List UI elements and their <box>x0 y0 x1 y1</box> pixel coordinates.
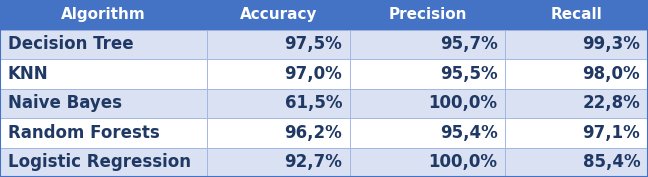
Text: Precision: Precision <box>388 7 467 22</box>
Text: 98,0%: 98,0% <box>583 65 640 83</box>
Bar <box>207 0 350 30</box>
Bar <box>0 118 207 147</box>
Text: 22,8%: 22,8% <box>583 94 640 112</box>
Text: 95,5%: 95,5% <box>440 65 498 83</box>
Text: 61,5%: 61,5% <box>284 94 342 112</box>
Text: 97,0%: 97,0% <box>284 65 342 83</box>
Bar <box>505 147 648 177</box>
Bar <box>207 30 350 59</box>
Bar <box>505 59 648 88</box>
Bar <box>350 88 505 118</box>
Text: Logistic Regression: Logistic Regression <box>8 153 191 171</box>
Bar <box>505 30 648 59</box>
Text: 97,1%: 97,1% <box>583 124 640 142</box>
Text: 100,0%: 100,0% <box>429 153 498 171</box>
Text: Accuracy: Accuracy <box>240 7 318 22</box>
Text: 95,4%: 95,4% <box>440 124 498 142</box>
Text: Recall: Recall <box>551 7 603 22</box>
Text: Naive Bayes: Naive Bayes <box>8 94 122 112</box>
Bar <box>350 0 505 30</box>
Text: 100,0%: 100,0% <box>429 94 498 112</box>
Text: 99,3%: 99,3% <box>583 35 640 53</box>
Bar <box>0 88 207 118</box>
Bar <box>505 88 648 118</box>
Bar <box>207 118 350 147</box>
Text: Random Forests: Random Forests <box>8 124 159 142</box>
Bar <box>207 59 350 88</box>
Text: 85,4%: 85,4% <box>583 153 640 171</box>
Text: 95,7%: 95,7% <box>440 35 498 53</box>
Bar <box>207 88 350 118</box>
Text: Decision Tree: Decision Tree <box>8 35 133 53</box>
Text: Algorithm: Algorithm <box>62 7 146 22</box>
Bar <box>350 59 505 88</box>
Text: 96,2%: 96,2% <box>284 124 342 142</box>
Bar <box>0 30 207 59</box>
Text: 92,7%: 92,7% <box>284 153 342 171</box>
Bar <box>350 30 505 59</box>
Text: 97,5%: 97,5% <box>284 35 342 53</box>
Bar <box>350 147 505 177</box>
Bar <box>505 0 648 30</box>
Bar <box>0 59 207 88</box>
Bar <box>350 118 505 147</box>
Bar <box>0 147 207 177</box>
Bar <box>0 0 207 30</box>
Bar <box>207 147 350 177</box>
Bar <box>505 118 648 147</box>
Text: KNN: KNN <box>8 65 49 83</box>
